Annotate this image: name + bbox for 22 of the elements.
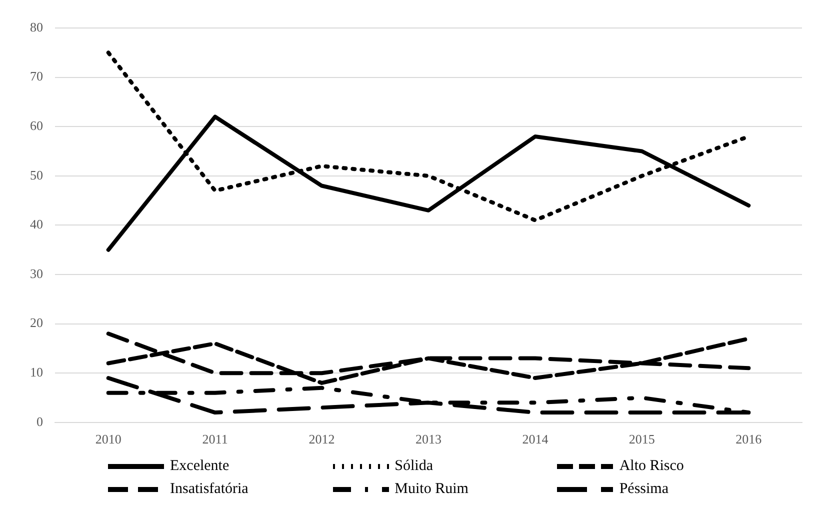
- legend-label: Insatisfatória: [170, 481, 248, 498]
- y-tick-label: 20: [30, 315, 43, 330]
- x-tick-label: 2010: [95, 432, 122, 447]
- y-tick-label: 10: [30, 364, 43, 380]
- x-tick-label: 2014: [522, 432, 549, 447]
- legend-label: Muito Ruim: [394, 481, 468, 498]
- y-tick-label: 50: [30, 167, 43, 182]
- y-tick-label: 30: [30, 266, 43, 281]
- y-tick-label: 0: [36, 414, 43, 429]
- legend-label: Excelente: [170, 458, 230, 475]
- legend-label: Péssima: [619, 481, 668, 498]
- x-tick-label: 2011: [202, 432, 228, 447]
- y-tick-label: 40: [30, 216, 43, 232]
- x-tick-label: 2015: [628, 432, 655, 447]
- y-tick-label: 80: [30, 19, 43, 34]
- y-tick-label: 70: [30, 68, 43, 84]
- legend-label: Alto Risco: [619, 458, 684, 475]
- legend-label: Sólida: [394, 458, 433, 475]
- x-tick-label: 2012: [308, 432, 335, 447]
- x-tick-label: 2013: [416, 432, 442, 447]
- y-tick-label: 60: [30, 118, 43, 134]
- x-tick-label: 2016: [736, 432, 762, 447]
